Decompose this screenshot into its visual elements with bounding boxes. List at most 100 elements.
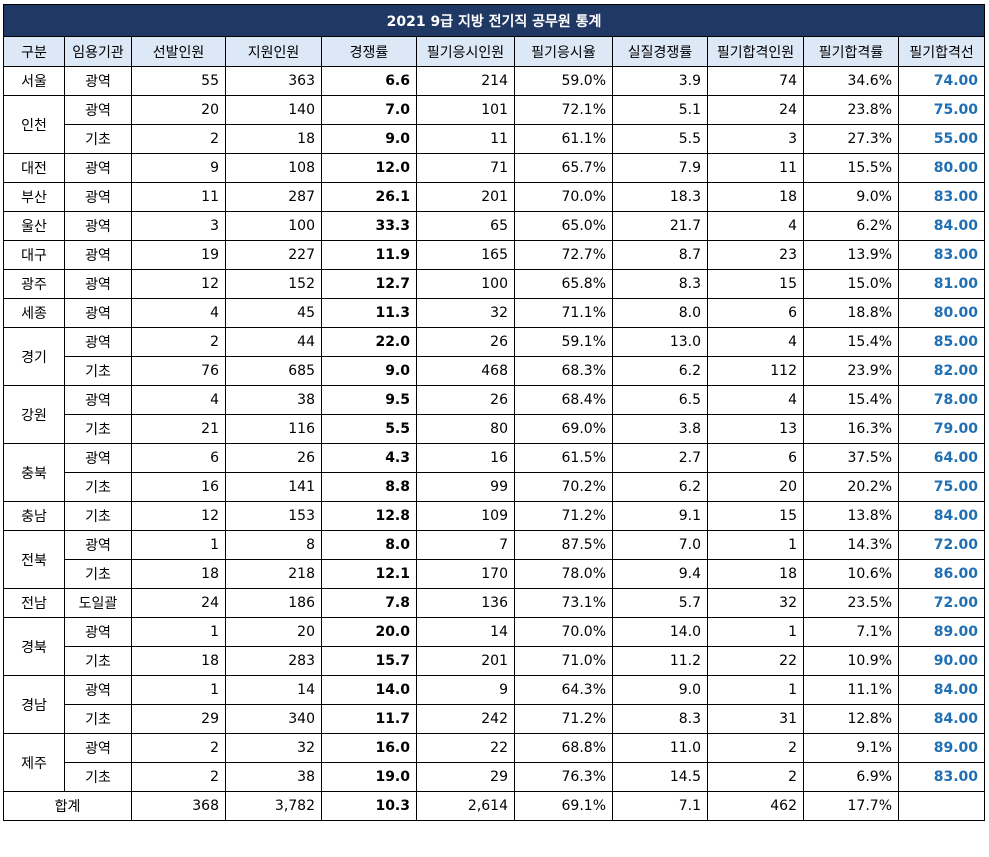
data-cell: 3.9	[612, 66, 708, 96]
region-cell: 대구	[3, 240, 65, 270]
total-cell: 3,782	[225, 791, 322, 821]
data-cell: 26	[416, 385, 515, 415]
data-cell: 61.1%	[514, 124, 613, 154]
data-cell: 11.9	[321, 240, 417, 270]
data-cell: 8.7	[612, 240, 708, 270]
table-row: 강원 광역 4 38 9.5 26 68.4% 6.5 4 15.4% 78.00	[3, 385, 986, 444]
data-cell: 6.6	[321, 66, 417, 96]
data-cell: 74	[707, 66, 804, 96]
data-cell: 기초	[64, 501, 132, 531]
data-cell: 80.00	[897, 298, 986, 328]
data-cell: 광역	[64, 385, 132, 415]
data-cell: 11.3	[321, 298, 417, 328]
data-cell: 5.5	[612, 124, 708, 154]
data-cell: 11.0	[612, 733, 708, 763]
data-cell: 18	[707, 559, 804, 589]
data-cell: 68.4%	[514, 385, 613, 415]
data-cell: 65.7%	[514, 153, 613, 183]
data-cell: 7	[416, 530, 515, 560]
data-cell: 기초	[64, 559, 132, 589]
region-cell: 경북	[3, 617, 65, 676]
data-cell: 287	[225, 182, 322, 212]
data-cell: 363	[225, 66, 322, 96]
data-cell: 73.1%	[514, 588, 613, 618]
data-cell: 7.8	[321, 588, 417, 618]
data-cell: 65.8%	[514, 269, 613, 299]
table-row: 충남 기초 12 153 12.8 109 71.2% 9.1 15 13.8% 84.00	[3, 501, 986, 531]
data-cell: 64.00	[897, 443, 986, 473]
data-cell: 24	[707, 95, 804, 125]
data-cell: 1	[707, 617, 804, 647]
table-row: 부산 광역 11 287 26.1 201 70.0% 18.3 18 9.0% 83.00	[3, 182, 986, 212]
data-cell: 6.2	[612, 472, 708, 502]
data-cell: 12.1	[321, 559, 417, 589]
data-cell: 14.0	[612, 617, 708, 647]
data-cell: 12.8	[321, 501, 417, 531]
data-cell: 광역	[64, 240, 132, 270]
data-cell: 10.6%	[803, 559, 899, 589]
data-cell: 3.8	[612, 414, 708, 444]
data-cell: 83.00	[897, 240, 986, 270]
data-cell: 82.00	[897, 356, 986, 386]
data-cell: 26.1	[321, 182, 417, 212]
total-label: 합계	[3, 791, 132, 821]
column-header: 임용기관	[64, 36, 132, 67]
data-cell: 55.00	[897, 124, 986, 154]
total-cell	[897, 791, 986, 821]
region-cell: 광주	[3, 269, 65, 299]
data-cell: 6.2%	[803, 211, 899, 241]
table-row: 경북 광역 1 20 20.0 14 70.0% 14.0 1 7.1% 89.00	[3, 617, 986, 676]
data-cell: 광역	[64, 182, 132, 212]
data-cell: 18	[225, 124, 322, 154]
table-row: 충북 광역 6 26 4.3 16 61.5% 2.7 6 37.5% 64.00	[3, 443, 986, 502]
data-cell: 9	[131, 153, 226, 183]
data-cell: 2	[707, 762, 804, 792]
data-cell: 9.0	[612, 675, 708, 705]
data-cell: 15	[707, 501, 804, 531]
data-cell: 11	[707, 153, 804, 183]
region-cell: 강원	[3, 385, 65, 444]
data-cell: 71	[416, 153, 515, 183]
data-cell: 15.5%	[803, 153, 899, 183]
data-cell: 3	[707, 124, 804, 154]
data-cell: 71.2%	[514, 501, 613, 531]
data-cell: 76	[131, 356, 226, 386]
data-cell: 15.4%	[803, 327, 899, 357]
data-cell: 283	[225, 646, 322, 676]
region-cell: 전남	[3, 588, 65, 618]
data-cell: 72.1%	[514, 95, 613, 125]
data-cell: 23.5%	[803, 588, 899, 618]
data-cell: 광역	[64, 211, 132, 241]
data-cell: 6.9%	[803, 762, 899, 792]
data-cell: 광역	[64, 298, 132, 328]
data-cell: 34.6%	[803, 66, 899, 96]
data-cell: 22	[416, 733, 515, 763]
data-cell: 광역	[64, 327, 132, 357]
table-row: 대전 광역 9 108 12.0 71 65.7% 7.9 11 15.5% 80.00	[3, 153, 986, 183]
data-cell: 112	[707, 356, 804, 386]
data-cell: 186	[225, 588, 322, 618]
data-cell: 9.0	[321, 356, 417, 386]
data-cell: 13.9%	[803, 240, 899, 270]
table-row: 대구 광역 19 227 11.9 165 72.7% 8.7 23 13.9% 83.00	[3, 240, 986, 270]
table-row: 기초 2 38 19.0 29 76.3% 14.5 2 6.9% 83.00	[4, 762, 986, 792]
data-cell: 11	[131, 182, 226, 212]
total-cell: 7.1	[612, 791, 708, 821]
data-cell: 광역	[64, 675, 132, 705]
data-cell: 기초	[64, 472, 132, 502]
data-cell: 89.00	[897, 617, 986, 647]
data-cell: 16	[131, 472, 226, 502]
data-cell: 10.9%	[803, 646, 899, 676]
total-cell: 462	[707, 791, 804, 821]
data-cell: 3	[131, 211, 226, 241]
data-cell: 6.5	[612, 385, 708, 415]
table-row: 서울 광역 55 363 6.6 214 59.0% 3.9 74 34.6% 74.00	[3, 66, 986, 96]
data-cell: 1	[131, 675, 226, 705]
data-cell: 31	[707, 704, 804, 734]
data-cell: 7.0	[321, 95, 417, 125]
data-cell: 29	[416, 762, 515, 792]
data-cell: 광역	[64, 530, 132, 560]
region-cell: 충북	[3, 443, 65, 502]
data-cell: 72.00	[897, 588, 986, 618]
table-row: 기초 29 340 11.7 242 71.2% 8.3 31 12.8% 84.00	[4, 704, 986, 734]
